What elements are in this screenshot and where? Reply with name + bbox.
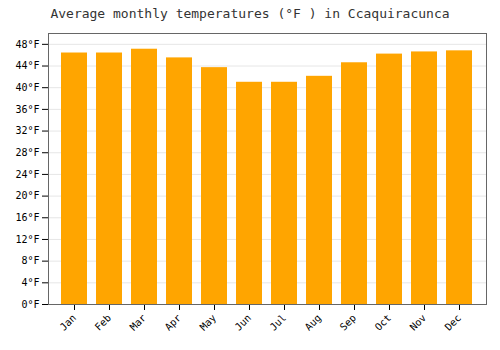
svg-text:28°F: 28°F bbox=[15, 147, 39, 158]
svg-text:0°F: 0°F bbox=[21, 299, 39, 310]
svg-text:Apr: Apr bbox=[163, 312, 184, 333]
svg-text:12°F: 12°F bbox=[15, 234, 39, 245]
html-text:Average monthly temperatures (: Average monthly temperatures (°F ) in Cc… bbox=[50, 6, 450, 21]
svg-text:Jan: Jan bbox=[58, 312, 79, 333]
svg-text:32°F: 32°F bbox=[15, 125, 39, 136]
svg-text:Aug: Aug bbox=[303, 312, 324, 333]
svg-text:Mar: Mar bbox=[128, 312, 149, 333]
svg-text:16°F: 16°F bbox=[15, 212, 39, 223]
svg-text:Feb: Feb bbox=[93, 312, 114, 333]
svg-text:8°F: 8°F bbox=[21, 255, 39, 266]
svg-text:Sep: Sep bbox=[338, 312, 359, 333]
svg-text:44°F: 44°F bbox=[15, 60, 39, 71]
svg-text:Jul: Jul bbox=[268, 312, 289, 333]
svg-text:24°F: 24°F bbox=[15, 169, 39, 180]
svg-text:20°F: 20°F bbox=[15, 190, 39, 201]
svg-text:Oct: Oct bbox=[373, 312, 394, 333]
svg-text:48°F: 48°F bbox=[15, 39, 39, 50]
svg-text:Jun: Jun bbox=[233, 312, 254, 333]
svg-text:40°F: 40°F bbox=[15, 82, 39, 93]
svg-text:Nov: Nov bbox=[408, 312, 429, 333]
svg-text:36°F: 36°F bbox=[15, 104, 39, 115]
svg-text:May: May bbox=[198, 312, 219, 333]
svg-text:4°F: 4°F bbox=[21, 277, 39, 288]
svg-text:Dec: Dec bbox=[443, 312, 464, 333]
